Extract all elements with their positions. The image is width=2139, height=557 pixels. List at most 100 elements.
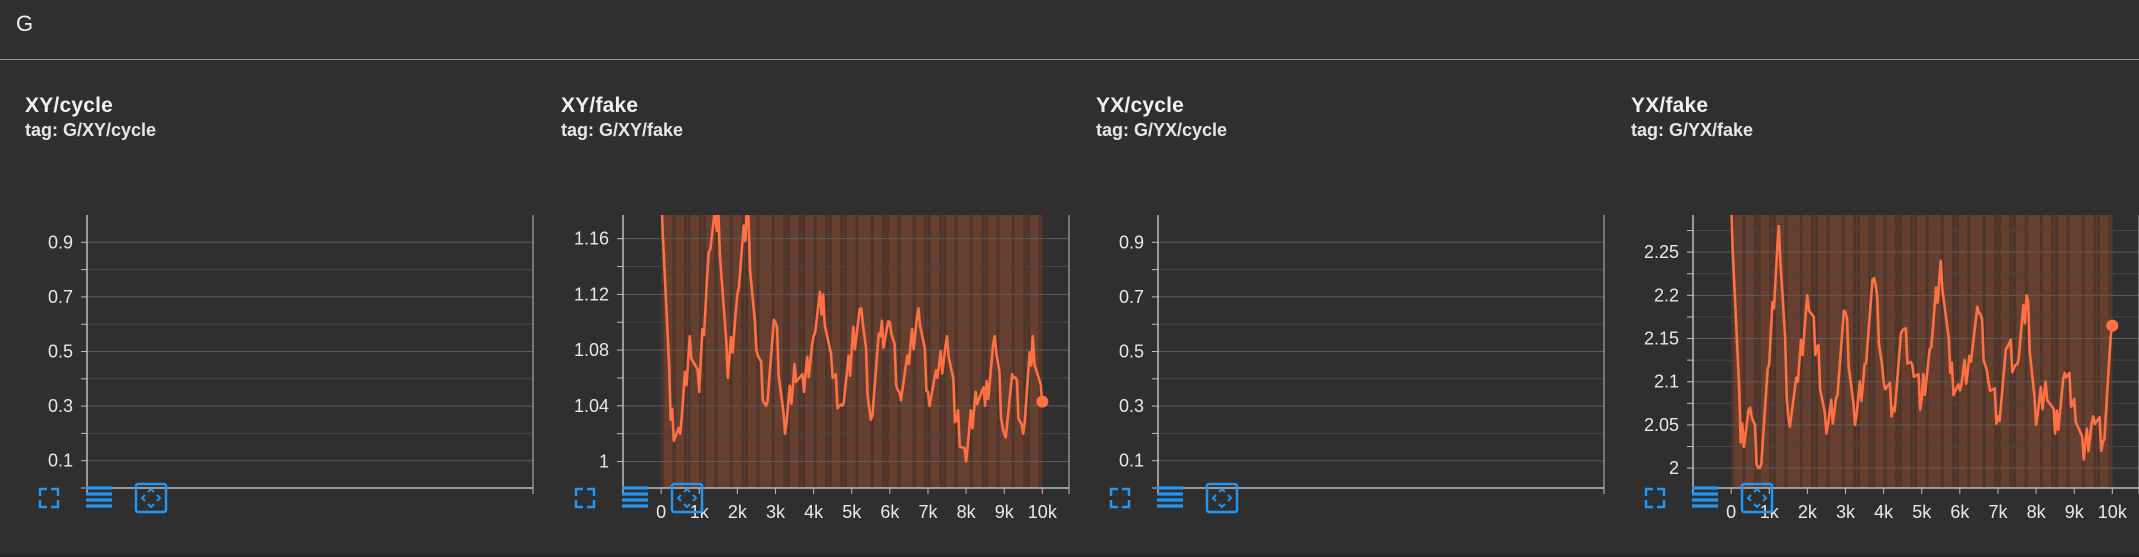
series-line[interactable] xyxy=(1730,200,2114,470)
band-streak xyxy=(2066,215,2070,488)
series-endpoint-marker[interactable] xyxy=(2106,319,2119,332)
chart-tag: tag: G/XY/fake xyxy=(561,120,684,140)
band-streak xyxy=(1956,215,1960,488)
fit-domain-icon xyxy=(134,482,168,514)
data-table-button[interactable] xyxy=(80,480,118,516)
fit-domain-icon xyxy=(670,482,704,514)
band-streak xyxy=(2097,215,2101,488)
chart-title: YX/cycle xyxy=(1096,94,1184,117)
band-streak xyxy=(1742,215,1746,488)
band-streak xyxy=(741,215,745,488)
y-tick-label: 1.08 xyxy=(574,340,609,360)
chart-card-yx-cycle: YX/cycle tag: G/YX/cycle 0.9 0.7 0.5 0.3 0.1 xyxy=(1071,60,1605,557)
x-tick-label: 2k xyxy=(1798,502,1818,522)
band-streak xyxy=(1868,215,1872,488)
band-streak xyxy=(802,215,806,488)
x-tick-label: 0 xyxy=(656,502,666,522)
band-streak xyxy=(813,215,817,488)
band-streak xyxy=(1872,215,1876,488)
x-tick-label: 3k xyxy=(766,502,786,522)
fit-domain-button[interactable] xyxy=(668,480,706,516)
y-tick-label: 1 xyxy=(599,452,609,472)
data-table-button[interactable] xyxy=(616,480,654,516)
band-streak xyxy=(783,215,787,488)
fit-domain-icon xyxy=(1740,482,1774,514)
group-header[interactable]: G xyxy=(0,0,2139,60)
x-tick-label: 10k xyxy=(1028,502,1058,522)
chart-plot[interactable]: 0.9 0.7 0.5 0.3 0.1 xyxy=(0,60,560,500)
y-tick-label: 1.04 xyxy=(574,396,609,416)
band-streak xyxy=(683,215,687,488)
y-tick-label: 0.3 xyxy=(48,396,73,416)
fit-domain-button[interactable] xyxy=(132,480,170,516)
fullscreen-button[interactable] xyxy=(566,480,604,516)
y-tick-label: 0.3 xyxy=(1119,396,1144,416)
band-streak xyxy=(2039,215,2043,488)
band-streak xyxy=(1883,215,1887,488)
band-streak xyxy=(2081,215,2085,488)
band-streak xyxy=(1841,215,1845,488)
y-tick-label: 1.12 xyxy=(574,284,609,304)
y-tick-label: 2.25 xyxy=(1644,242,1679,262)
x-tick-label: 7k xyxy=(918,502,938,522)
fit-domain-icon xyxy=(1205,482,1239,514)
fullscreen-icon xyxy=(38,487,60,509)
data-table-button[interactable] xyxy=(1151,480,1189,516)
series-line[interactable] xyxy=(660,183,1044,463)
band-streak xyxy=(744,215,748,488)
y-tick-label: 0.5 xyxy=(1119,342,1144,362)
fit-domain-button[interactable] xyxy=(1738,480,1776,516)
group-title: G xyxy=(16,11,34,36)
x-tick-label: 10k xyxy=(2098,502,2128,522)
band-streak xyxy=(985,215,989,488)
y-tick-label: 0.7 xyxy=(48,287,73,307)
chart-tag: tag: G/YX/fake xyxy=(1631,120,1754,140)
y-tick-label: 2.05 xyxy=(1644,415,1679,435)
data-table-icon xyxy=(1157,486,1183,508)
band-streak xyxy=(703,215,707,488)
chart-plot[interactable]: 0.9 0.7 0.5 0.3 0.1 xyxy=(1071,60,1631,500)
band-streak xyxy=(2051,215,2055,488)
fullscreen-button[interactable] xyxy=(30,480,68,516)
band-streak xyxy=(927,215,931,488)
band-streak xyxy=(1997,215,2001,488)
chart-title: XY/cycle xyxy=(25,94,113,117)
band-streak xyxy=(912,215,916,488)
band-streak xyxy=(1856,215,1860,488)
band-streak xyxy=(2093,215,2097,488)
band-streak xyxy=(969,215,973,488)
fullscreen-button[interactable] xyxy=(1101,480,1139,516)
band-streak xyxy=(1895,215,1899,488)
x-tick-label: 9k xyxy=(995,502,1015,522)
band-streak xyxy=(825,215,829,488)
series-endpoint-marker[interactable] xyxy=(1036,395,1049,408)
y-tick-label: 0.9 xyxy=(1119,232,1144,252)
band-streak xyxy=(1731,215,1735,488)
fit-domain-button[interactable] xyxy=(1203,480,1241,516)
band-streak xyxy=(1038,215,1042,488)
y-tick-label: 0.5 xyxy=(48,342,73,362)
fullscreen-icon xyxy=(574,487,596,509)
band-streak xyxy=(1940,215,1944,488)
band-streak xyxy=(1773,215,1777,488)
band-streak xyxy=(2055,215,2059,488)
x-tick-label: 0 xyxy=(1726,502,1736,522)
band-streak xyxy=(870,215,874,488)
x-tick-label: 7k xyxy=(1988,502,2008,522)
chart-card-xy-fake: XY/fake tag: G/XY/fake 1.16 1.12 1.08 1.04 1… xyxy=(536,60,1070,557)
band-streak xyxy=(897,215,901,488)
x-tick-label: 6k xyxy=(880,502,900,522)
band-streak xyxy=(1027,215,1031,488)
x-tick-label: 6k xyxy=(1950,502,1970,522)
y-tick-label: 0.9 xyxy=(48,232,73,252)
data-table-button[interactable] xyxy=(1686,480,1724,516)
x-tick-label: 5k xyxy=(1912,502,1932,522)
fullscreen-button[interactable] xyxy=(1636,480,1674,516)
band-streak xyxy=(1925,215,1929,488)
band-streak xyxy=(672,215,676,488)
band-streak xyxy=(798,215,802,488)
band-streak xyxy=(786,215,790,488)
chart-tag: tag: G/XY/cycle xyxy=(25,120,157,140)
